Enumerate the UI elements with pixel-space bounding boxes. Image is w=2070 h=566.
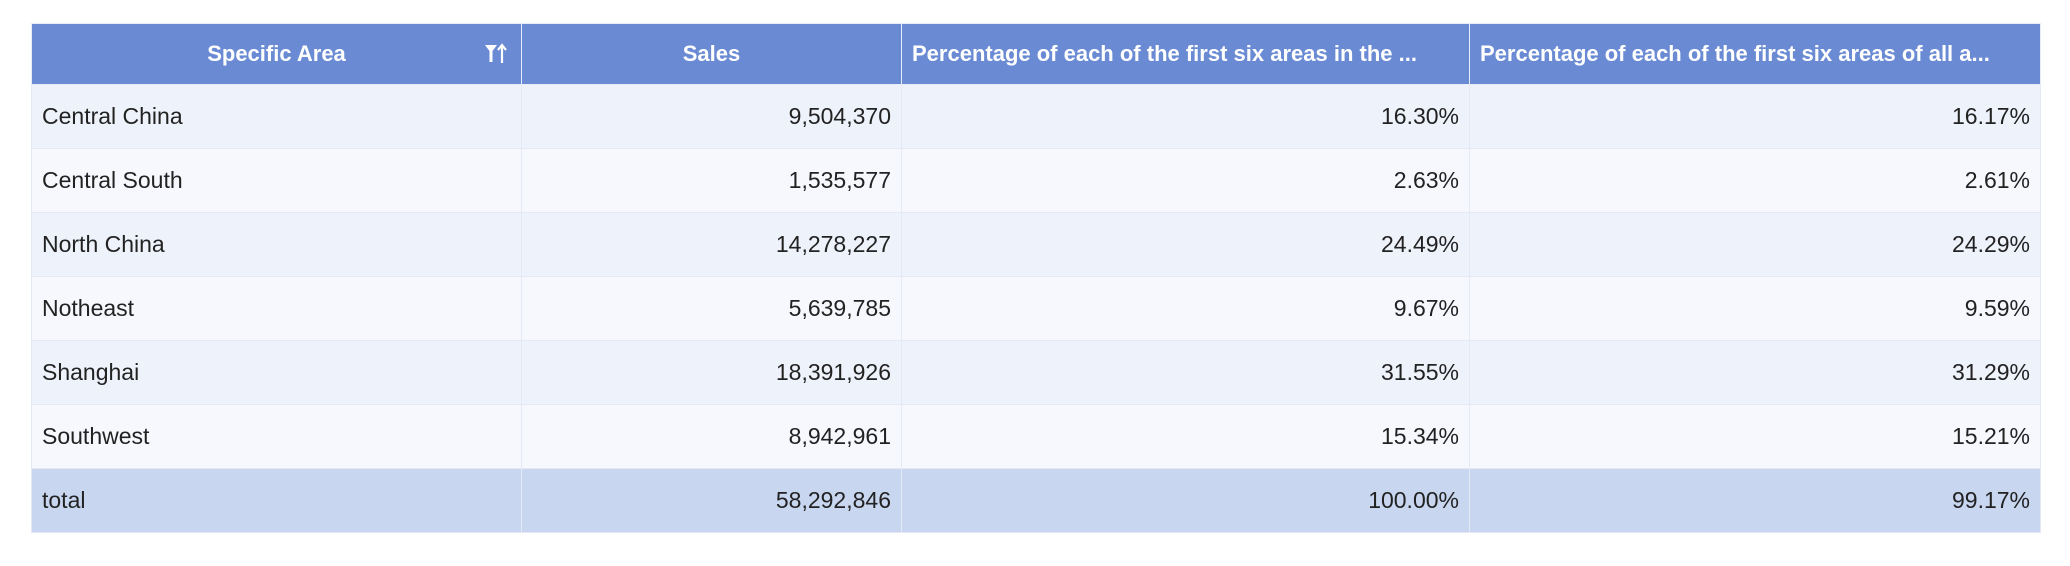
table-row[interactable]: Central China 9,504,370 16.30% 16.17%	[31, 84, 2041, 149]
cell-pct-first-six: 31.55%	[901, 340, 1470, 405]
table-row[interactable]: North China 14,278,227 24.49% 24.29%	[31, 212, 2041, 277]
header-pct-first-six[interactable]: Percentage of each of the first six area…	[901, 23, 1470, 85]
cell-sales: 14,278,227	[521, 212, 902, 277]
cell-sales: 5,639,785	[521, 276, 902, 341]
cell-pct-all: 16.17%	[1469, 84, 2041, 149]
cell-sales: 9,504,370	[521, 84, 902, 149]
cell-pct-all: 31.29%	[1469, 340, 2041, 405]
cell-pct-all: 2.61%	[1469, 148, 2041, 213]
header-specific-area[interactable]: Specific Area	[31, 23, 522, 85]
cell-sales: 1,535,577	[521, 148, 902, 213]
header-label: Sales	[682, 41, 741, 66]
cell-total-pct-first-six: 100.00%	[901, 468, 1470, 533]
cell-pct-first-six: 9.67%	[901, 276, 1470, 341]
cell-total-label: total	[31, 468, 522, 533]
cell-area: Notheast	[31, 276, 522, 341]
table-row[interactable]: Notheast 5,639,785 9.67% 9.59%	[31, 276, 2041, 341]
cell-sales: 18,391,926	[521, 340, 902, 405]
total-row[interactable]: total 58,292,846 100.00% 99.17%	[31, 468, 2041, 533]
cell-area: Central South	[31, 148, 522, 213]
cell-pct-first-six: 15.34%	[901, 404, 1470, 469]
cell-area: Southwest	[31, 404, 522, 469]
sales-table: Specific Area Sales Percentage of each o…	[31, 23, 2041, 533]
cell-area: North China	[31, 212, 522, 277]
cell-sales: 8,942,961	[521, 404, 902, 469]
table-row[interactable]: Southwest 8,942,961 15.34% 15.21%	[31, 404, 2041, 469]
cell-pct-all: 24.29%	[1469, 212, 2041, 277]
cell-pct-all: 15.21%	[1469, 404, 2041, 469]
header-label: Percentage of each of the first six area…	[912, 41, 1417, 66]
data-table-container: Specific Area Sales Percentage of each o…	[31, 23, 2041, 533]
header-label: Specific Area	[207, 41, 346, 66]
sort-icon[interactable]	[481, 40, 509, 68]
table-row[interactable]: Shanghai 18,391,926 31.55% 31.29%	[31, 340, 2041, 405]
header-row: Specific Area Sales Percentage of each o…	[31, 23, 2041, 85]
header-pct-all[interactable]: Percentage of each of the first six area…	[1469, 23, 2041, 85]
cell-pct-first-six: 16.30%	[901, 84, 1470, 149]
cell-pct-first-six: 2.63%	[901, 148, 1470, 213]
header-sales[interactable]: Sales	[521, 23, 902, 85]
cell-area: Central China	[31, 84, 522, 149]
cell-total-sales: 58,292,846	[521, 468, 902, 533]
table-row[interactable]: Central South 1,535,577 2.63% 2.61%	[31, 148, 2041, 213]
cell-pct-all: 9.59%	[1469, 276, 2041, 341]
cell-pct-first-six: 24.49%	[901, 212, 1470, 277]
cell-area: Shanghai	[31, 340, 522, 405]
cell-total-pct-all: 99.17%	[1469, 468, 2041, 533]
header-label: Percentage of each of the first six area…	[1480, 41, 1990, 66]
